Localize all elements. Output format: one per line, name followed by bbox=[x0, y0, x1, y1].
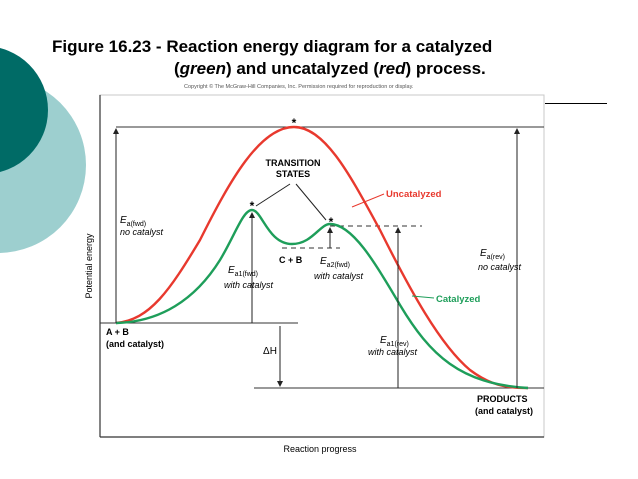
title-end: ) process. bbox=[405, 59, 486, 78]
ea-fwd-note: no catalyst bbox=[120, 227, 164, 237]
ea2-fwd-label: Ea2(fwd) bbox=[320, 256, 350, 269]
intermediate-label: C + B bbox=[279, 255, 303, 265]
ea1-rev-label: Ea1(rev) bbox=[380, 335, 409, 348]
ea1-fwd-sub: a1(fwd) bbox=[235, 271, 258, 278]
ea1-rev-sub: a1(rev) bbox=[387, 341, 409, 348]
title-underline-rule bbox=[545, 103, 607, 104]
ts-star-catalyzed-2: * bbox=[329, 215, 334, 229]
y-axis-label: Potential energy bbox=[84, 233, 94, 299]
ea-rev-sub: a(rev) bbox=[487, 254, 505, 261]
ea-fwd-sub: a(fwd) bbox=[127, 221, 146, 228]
ea2-fwd-sub: a2(fwd) bbox=[327, 262, 350, 269]
ea1-rev-note: with catalyst bbox=[368, 347, 418, 357]
ts-star-catalyzed-1: * bbox=[250, 199, 255, 213]
ea-rev-label: Ea(rev) bbox=[480, 248, 505, 261]
uncatalyzed-label: Uncatalyzed bbox=[386, 189, 442, 200]
ea2-fwd-main: E bbox=[320, 256, 327, 267]
uncatalyzed-curve bbox=[115, 125, 529, 390]
reactants-label-1: A + B bbox=[106, 327, 129, 337]
x-axis-label: Reaction progress bbox=[283, 444, 357, 454]
title-green-word: green bbox=[179, 59, 226, 78]
ea1-fwd-note: with catalyst bbox=[224, 280, 274, 290]
transition-states-label-1: TRANSITION bbox=[266, 158, 321, 168]
ea-rev-main: E bbox=[480, 248, 487, 259]
ea-rev-note: no catalyst bbox=[478, 262, 522, 272]
transition-states-label-2: STATES bbox=[276, 169, 310, 179]
title-line-1: Figure 16.23 - Reaction energy diagram f… bbox=[52, 37, 493, 56]
title-middle: ) and uncatalyzed ( bbox=[225, 59, 379, 78]
ea1-fwd-label: Ea1(fwd) bbox=[228, 265, 258, 278]
uncatalyzed-leader bbox=[351, 193, 385, 208]
title-line-2: (green) and uncatalyzed (red) process. bbox=[174, 59, 486, 78]
delta-h-label: ΔH bbox=[263, 346, 277, 357]
slide-title: Figure 16.23 - Reaction energy diagram f… bbox=[52, 36, 632, 80]
reactants-label-2: (and catalyst) bbox=[106, 339, 164, 349]
ea-fwd-main: E bbox=[120, 215, 127, 226]
catalyzed-leader bbox=[411, 295, 435, 299]
catalyzed-label: Catalyzed bbox=[436, 294, 481, 305]
title-red-word: red bbox=[379, 59, 406, 78]
products-label-1: PRODUCTS bbox=[477, 394, 528, 404]
ea1-fwd-main: E bbox=[228, 265, 235, 276]
ts-pointer-2 bbox=[295, 183, 327, 221]
decor-circle-dark bbox=[0, 48, 48, 172]
products-label-2: (and catalyst) bbox=[475, 406, 533, 416]
ea-fwd-label: Ea(fwd) bbox=[120, 215, 146, 228]
copyright-notice: Copyright © The McGraw-Hill Companies, I… bbox=[184, 84, 414, 90]
ea1-rev-main: E bbox=[380, 335, 387, 346]
ts-pointer-1 bbox=[255, 183, 291, 207]
ts-star-top: * bbox=[292, 116, 297, 130]
catalyzed-curve bbox=[115, 208, 529, 390]
ea2-fwd-note: with catalyst bbox=[314, 271, 364, 281]
